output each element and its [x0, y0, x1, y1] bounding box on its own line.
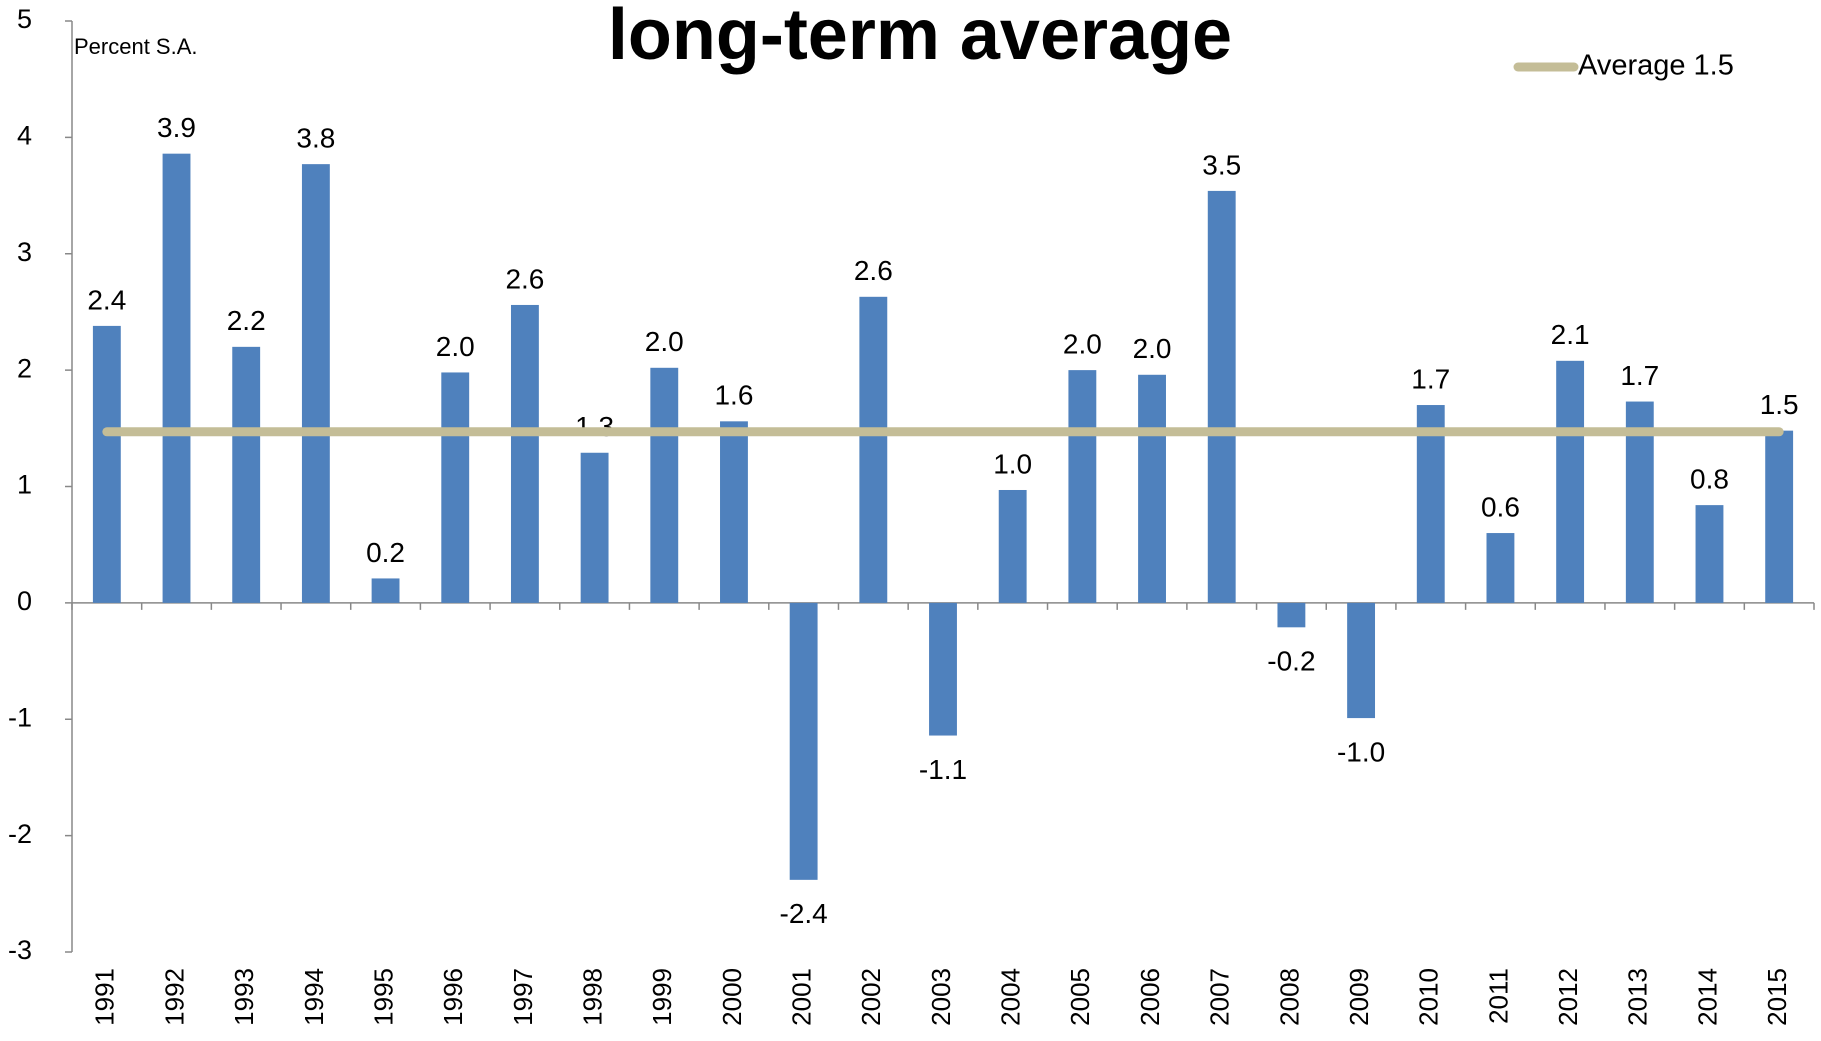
- bar: [789, 602, 818, 880]
- legend-label: Average 1.5: [1578, 50, 1734, 82]
- data-label: 3.9: [157, 112, 196, 143]
- data-label: 2.6: [505, 263, 544, 294]
- data-label: 3.8: [296, 123, 335, 154]
- data-label: 1.3: [575, 411, 614, 442]
- x-tick-label: 2015: [1762, 968, 1792, 1026]
- data-label: 2.0: [436, 331, 475, 362]
- y-tick-label: 5: [17, 4, 32, 34]
- bar: [1765, 430, 1794, 603]
- y-tick-label: 3: [17, 237, 32, 267]
- x-tick-label: 2000: [717, 968, 747, 1026]
- x-tick-label: 2012: [1553, 968, 1583, 1026]
- bar: [510, 304, 539, 603]
- data-label: 3.5: [1202, 149, 1241, 180]
- x-tick-label: 1996: [438, 968, 468, 1026]
- x-tick-label: 1997: [508, 968, 538, 1026]
- data-label: -1.1: [919, 754, 967, 785]
- bar: [1277, 602, 1306, 628]
- data-label: 0.2: [366, 537, 405, 568]
- bar: [1068, 370, 1097, 603]
- x-tick-label: 2010: [1414, 968, 1444, 1026]
- x-tick-label: 2005: [1065, 968, 1095, 1026]
- data-label: 0.8: [1690, 464, 1729, 495]
- x-tick-label: 2014: [1692, 968, 1722, 1026]
- bar: [650, 367, 679, 603]
- x-tick-label: 2011: [1483, 968, 1513, 1024]
- y-axis-label: Percent S.A.: [74, 34, 198, 59]
- bar: [232, 346, 261, 603]
- x-tick-label: 2007: [1205, 968, 1235, 1026]
- chart-title: long-term average: [608, 0, 1232, 75]
- x-tick-label: 1998: [577, 968, 607, 1026]
- bar: [1695, 505, 1724, 603]
- bar: [92, 325, 121, 603]
- bar: [580, 452, 609, 603]
- x-tick-label: 2009: [1344, 968, 1374, 1026]
- bar: [929, 602, 957, 736]
- data-label: -0.2: [1267, 646, 1315, 677]
- bar: [859, 296, 888, 603]
- x-tick-label: 1999: [647, 968, 677, 1026]
- data-label: 1.7: [1620, 360, 1659, 391]
- y-tick-label: 2: [17, 353, 32, 383]
- data-label: 2.0: [645, 326, 684, 357]
- y-tick-label: 4: [17, 121, 32, 151]
- x-tick-label: 2001: [787, 968, 817, 1026]
- data-label: -1.0: [1337, 736, 1385, 767]
- data-label: 2.0: [1133, 333, 1172, 364]
- bar: [1556, 360, 1585, 603]
- data-label: 1.0: [993, 448, 1032, 479]
- x-tick-label: 1995: [368, 968, 398, 1026]
- bar: [1416, 405, 1445, 603]
- bar: [1486, 533, 1515, 603]
- bar: [720, 421, 748, 603]
- bar: [1207, 190, 1236, 603]
- data-label: 2.6: [854, 255, 893, 286]
- bar: [162, 153, 191, 603]
- x-tick-label: 2002: [856, 968, 886, 1026]
- x-tick-label: 1992: [159, 968, 189, 1026]
- x-tick-label: 1991: [90, 968, 120, 1026]
- y-tick-label: 0: [17, 586, 32, 616]
- data-label: 1.7: [1411, 363, 1450, 394]
- y-tick-label: -3: [8, 935, 32, 965]
- x-tick-label: 2006: [1135, 968, 1165, 1026]
- x-tick-label: 2003: [926, 968, 956, 1026]
- data-label: 0.6: [1481, 491, 1520, 522]
- x-tick-label: 2013: [1623, 968, 1653, 1026]
- bar: [371, 578, 400, 603]
- data-label: 2.1: [1551, 319, 1590, 350]
- x-tick-label: 2004: [996, 968, 1026, 1026]
- x-tick-label: 2008: [1274, 968, 1304, 1026]
- x-tick-label: 1994: [299, 968, 329, 1026]
- y-tick-label: 1: [17, 470, 32, 500]
- bar: [301, 164, 330, 603]
- bar: [1347, 602, 1376, 719]
- y-tick-label: -1: [8, 702, 32, 732]
- x-tick-label: 1993: [229, 968, 259, 1026]
- data-label: -2.4: [780, 898, 828, 929]
- bar: [998, 489, 1027, 603]
- bar: [1138, 374, 1166, 603]
- data-label: 2.2: [227, 305, 266, 336]
- data-label: 2.4: [87, 284, 126, 315]
- y-tick-label: -2: [8, 819, 32, 849]
- data-label: 1.5: [1760, 389, 1799, 420]
- data-label: 1.6: [714, 380, 753, 411]
- data-label: 2.0: [1063, 329, 1102, 360]
- bar: [441, 372, 470, 603]
